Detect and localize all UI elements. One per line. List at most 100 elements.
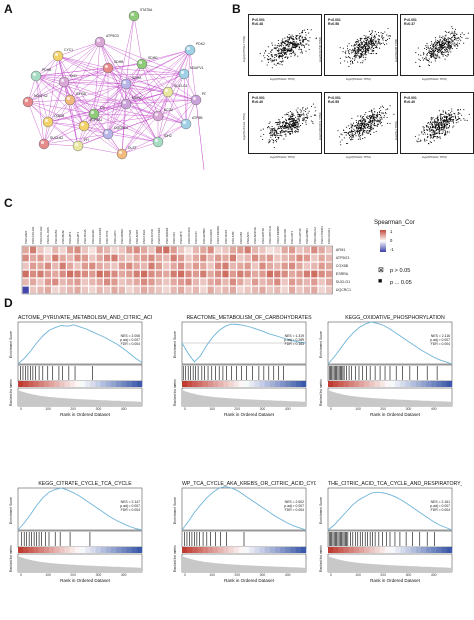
- scatter-point: [420, 54, 422, 56]
- scatter-point: [445, 55, 447, 57]
- scatter-point: [383, 37, 385, 39]
- heatmap-cell: [178, 262, 185, 270]
- scatter-point: [368, 117, 370, 120]
- network-edge: [107, 67, 159, 143]
- network-edge: [77, 83, 127, 147]
- scatter-point: [444, 58, 446, 60]
- scatter-point: [281, 61, 283, 63]
- scatter-point: [444, 46, 446, 48]
- scatter-point: [351, 129, 353, 131]
- scatter-point: [267, 126, 269, 128]
- scatter-point: [379, 42, 381, 44]
- scatter-point: [422, 57, 424, 59]
- gsea-rank-bar-segment: [38, 547, 45, 553]
- scatter-point: [366, 50, 368, 52]
- scatter-point: [374, 125, 376, 127]
- scatter-point: [292, 41, 294, 43]
- gsea-rank-bar-segment: [213, 547, 219, 553]
- scatter-point: [291, 118, 293, 120]
- scatter-point: [290, 123, 292, 125]
- scatter-point: [350, 63, 352, 65]
- scatter-point: [437, 53, 439, 55]
- network-node-label: SDHB: [114, 60, 124, 64]
- scatter-point: [442, 111, 444, 113]
- scatter-point: [372, 120, 374, 122]
- scatter-point: [370, 117, 372, 119]
- scatter-point: [288, 41, 290, 43]
- scatter-point: [434, 131, 436, 133]
- heatmap-cell: [207, 246, 214, 254]
- scatter-point: [424, 133, 426, 135]
- scatter-point: [278, 118, 280, 121]
- scatter-point: [451, 48, 453, 50]
- scatter-point: [445, 38, 447, 40]
- heatmap-cell: [81, 270, 88, 278]
- scatter-point: [289, 53, 291, 55]
- scatter-point: [291, 112, 293, 114]
- heatmap-cell: [289, 286, 296, 294]
- heatmap-cell: [311, 246, 318, 254]
- scatter-point: [356, 128, 358, 130]
- scatter-point: [367, 47, 369, 49]
- scatter-point: [458, 43, 460, 45]
- heatmap-col-label: CNV-MDM2: [120, 229, 125, 244]
- scatter-point: [427, 122, 430, 124]
- network-node: CYC1: [52, 48, 73, 62]
- scatter-point: [356, 50, 358, 52]
- scatter-point: [291, 38, 293, 40]
- gsea-x-tick: 0: [330, 573, 332, 577]
- scatter-p-value: P<0.001: [252, 96, 265, 100]
- scatter-point: [454, 33, 456, 35]
- network-edge: [35, 75, 159, 117]
- gsea-rank-bar-segment: [187, 547, 193, 553]
- scatter-point: [366, 44, 368, 46]
- scatter-point: [371, 42, 373, 44]
- gsea-rank-bar-segment: [49, 547, 55, 553]
- gsea-rank-bar-segment: [182, 547, 188, 553]
- scatter-point: [452, 126, 454, 128]
- scatter-point: [296, 118, 298, 120]
- scatter-point: [286, 122, 288, 125]
- network-node-label: MDH2: [132, 96, 142, 100]
- scatter-point: [287, 40, 290, 42]
- heatmap-border: [21, 245, 333, 295]
- scatter-point: [298, 46, 301, 48]
- gsea-fdr: FDR = 0.163: [284, 342, 304, 346]
- scatter-stats: P<0.001 R=0.40: [252, 96, 265, 104]
- scatter-point: [435, 54, 437, 56]
- scatter-point: [452, 32, 454, 34]
- scatter-point: [371, 115, 373, 117]
- scatter-point: [353, 125, 355, 127]
- scatter-point: [444, 49, 446, 51]
- scatter-point: [292, 46, 294, 48]
- network-node: SDHB: [102, 60, 124, 74]
- scatter-point: [380, 32, 382, 34]
- gsea-rank-bar-segment: [364, 381, 370, 387]
- scatter-point: [434, 122, 436, 124]
- scatter-point: [427, 142, 430, 144]
- heatmap-cell: [303, 270, 310, 278]
- scatter-point: [292, 38, 294, 40]
- scatter-point: [353, 133, 355, 136]
- heatmap-cell: [37, 270, 44, 278]
- scatter-point: [429, 50, 431, 52]
- scatter-point: [352, 134, 354, 136]
- scatter-point: [298, 113, 300, 115]
- scatter-point: [295, 109, 297, 111]
- scatter-point: [288, 118, 291, 120]
- scatter-point: [291, 132, 294, 134]
- network-node-label: PDK2: [196, 42, 205, 46]
- scatter-point: [360, 122, 362, 124]
- scatter-point: [434, 55, 436, 57]
- gsea-rank-bar-segment: [415, 381, 422, 387]
- network-node-label: NDUFS2: [34, 94, 48, 98]
- scatter-point: [435, 53, 437, 55]
- scatter-point: [419, 59, 421, 61]
- scatter-point: [358, 126, 360, 128]
- scatter-point: [448, 109, 450, 112]
- heatmap-cell: [252, 278, 259, 286]
- scatter-point: [356, 132, 359, 134]
- scatter-point: [274, 127, 276, 129]
- scatter-point: [381, 36, 383, 39]
- scatter-point: [279, 123, 281, 125]
